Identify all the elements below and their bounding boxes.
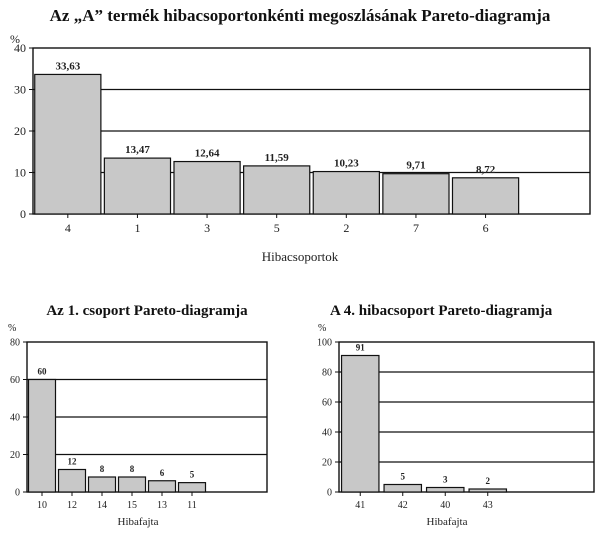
bar (34, 73, 102, 215)
bar-value-label: 5 (401, 472, 406, 482)
x-tick-label: 6 (483, 221, 489, 235)
y-tick-label: 100 (317, 338, 332, 349)
chart-1: Az „A” termék hibacsoportonkénti megoszl… (10, 6, 591, 264)
chart-title: Az 1. csoport Pareto-diagramja (46, 303, 248, 319)
bar (243, 165, 311, 215)
bar (87, 476, 117, 493)
x-tick-label: 15 (127, 500, 137, 511)
bar-value-label: 91 (356, 343, 366, 353)
bar-value-label: 11,59 (265, 152, 290, 164)
x-tick-label: 12 (67, 500, 77, 511)
y-tick-label: 80 (322, 368, 332, 379)
y-unit-label: % (10, 32, 20, 46)
bar-value-label: 13,47 (125, 144, 150, 156)
bar (383, 483, 423, 493)
bar-value-label: 3 (443, 475, 448, 485)
bar-value-label: 12 (68, 457, 78, 467)
bar-value-label: 8,72 (476, 164, 496, 176)
bar-value-label: 12,64 (195, 148, 220, 160)
y-unit-label: % (318, 323, 326, 334)
x-tick-label: 1 (134, 221, 140, 235)
chart-title: Az „A” termék hibacsoportonkénti megoszl… (50, 6, 551, 25)
y-tick-label: 40 (322, 428, 332, 439)
x-axis-label: Hibafajta (118, 516, 159, 528)
y-tick-label: 10 (14, 166, 26, 180)
chart-2: Az 1. csoport Pareto-diagramja% Hibafajta… (8, 303, 268, 528)
y-tick-label: 40 (10, 413, 20, 424)
chart-title: A 4. hibacsoport Pareto-diagramja (330, 303, 553, 319)
bar (177, 482, 207, 493)
bar (103, 157, 172, 215)
x-tick-label: 11 (187, 500, 197, 511)
bar (57, 468, 87, 493)
x-tick-label: 43 (483, 500, 493, 511)
x-tick-label: 5 (274, 221, 280, 235)
bar (147, 480, 177, 493)
y-tick-label: 30 (14, 83, 26, 97)
x-tick-label: 3 (204, 221, 210, 235)
x-tick-label: 14 (97, 500, 107, 511)
y-tick-label: 20 (10, 450, 20, 461)
x-tick-label: 41 (355, 500, 365, 511)
bar-value-label: 8 (100, 464, 105, 474)
bar-value-label: 5 (190, 470, 195, 480)
y-unit-label: % (8, 323, 16, 334)
bar-value-label: 6 (160, 468, 165, 478)
x-axis-label: Hibacsoportok (262, 249, 339, 264)
bar (425, 486, 465, 493)
y-tick-label: 60 (10, 375, 20, 386)
x-tick-label: 7 (413, 221, 419, 235)
y-tick-label: 20 (322, 458, 332, 469)
y-tick-label: 40 (14, 41, 26, 55)
x-tick-label: 4 (65, 221, 71, 235)
bar-value-label: 9,71 (406, 160, 425, 172)
bar (340, 354, 380, 493)
y-tick-label: 0 (327, 488, 332, 499)
bar-value-label: 33,63 (55, 60, 80, 72)
bar-value-label: 2 (486, 476, 491, 486)
x-axis-label: Hibafajta (427, 516, 468, 528)
bar (117, 476, 147, 493)
bar (173, 160, 241, 215)
bar (312, 170, 380, 215)
y-tick-label: 60 (322, 398, 332, 409)
x-tick-label: 40 (440, 500, 450, 511)
bar-value-label: 60 (38, 367, 48, 377)
bar-value-label: 10,23 (334, 158, 359, 170)
bar-value-label: 8 (130, 464, 135, 474)
y-tick-label: 80 (10, 338, 20, 349)
x-tick-label: 2 (343, 221, 349, 235)
x-tick-label: 10 (37, 500, 47, 511)
y-tick-label: 20 (14, 124, 26, 138)
x-tick-label: 13 (157, 500, 167, 511)
bar (451, 177, 520, 215)
bar (382, 173, 450, 215)
chart-3: A 4. hibacsoport Pareto-diagramja% Hibafa… (317, 303, 595, 528)
bar (468, 488, 508, 493)
bar (27, 378, 57, 493)
plot-area (338, 341, 595, 493)
y-tick-label: 0 (15, 488, 20, 499)
y-tick-label: 0 (20, 207, 26, 221)
x-tick-label: 42 (398, 500, 408, 511)
